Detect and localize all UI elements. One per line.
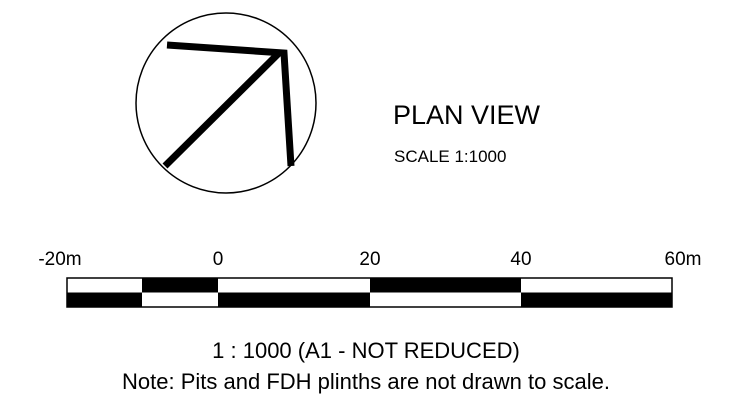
scale-segment [142, 278, 218, 293]
north-arrow [135, 12, 317, 194]
scale-label: 40 [510, 249, 531, 270]
scale-note: 1 : 1000 (A1 - NOT REDUCED) [212, 338, 520, 363]
scale-segment [67, 292, 142, 307]
scale-label: 0 [213, 249, 224, 270]
drawing-note: Note: Pits and FDH plinths are not drawn… [122, 369, 610, 394]
north-circle [135, 12, 317, 194]
scale-segment [370, 278, 521, 293]
arrow-shaft [162, 50, 282, 169]
scale-segment [521, 292, 672, 307]
scale-label: 60m [665, 249, 702, 270]
scale-bar [66, 277, 673, 308]
scale-segment [218, 292, 370, 307]
arrow-head [166, 41, 295, 167]
subtitle: SCALE 1:1000 [394, 147, 506, 166]
scale-label: -20m [38, 249, 81, 270]
title: PLAN VIEW [393, 100, 541, 130]
scale-label: 20 [359, 249, 380, 270]
